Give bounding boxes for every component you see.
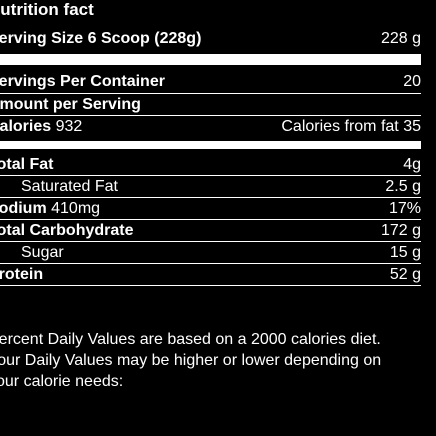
nutrient-value: 4g bbox=[403, 156, 421, 173]
nutrient-row-total-carbohydrate: Total Carbohydrate 172 g bbox=[0, 220, 421, 241]
calories-row: Calories 932 Calories from fat 35 bbox=[0, 116, 421, 138]
serving-size-row: Serving Size 6 Scoop (228g) 228 g bbox=[0, 26, 421, 52]
servings-per-container-label: Servings Per Container bbox=[0, 73, 165, 90]
daily-values-footnote: Percent Daily Values are based on a 2000… bbox=[0, 329, 428, 392]
footnote-line: Percent Daily Values are based on a 2000… bbox=[0, 331, 381, 348]
nutrient-name: Sodium bbox=[0, 200, 47, 217]
amount-per-serving-label: Amount per Serving bbox=[0, 96, 141, 113]
label-title-text: Nutrition fact bbox=[0, 0, 94, 19]
footnote-line: Your Daily Values may be higher or lower… bbox=[0, 352, 382, 369]
calories-from-fat-label: Calories from fat bbox=[281, 118, 399, 135]
divider-thick bbox=[0, 54, 421, 65]
amount-per-serving-row: Amount per Serving bbox=[0, 94, 421, 115]
nutrient-name: Total Fat bbox=[0, 156, 54, 173]
divider-thin bbox=[0, 93, 421, 94]
calories-from-fat-cell: Calories from fat 35 bbox=[281, 116, 421, 138]
nutrient-name: Saturated Fat bbox=[21, 178, 118, 195]
nutrient-value: 15 g bbox=[389, 244, 421, 261]
divider-thin bbox=[0, 175, 421, 176]
nutrient-row-sugar: Sugar 15 g bbox=[0, 242, 421, 263]
serving-size-value: 228 g bbox=[380, 30, 421, 47]
calories-cell: Calories 932 bbox=[0, 116, 82, 138]
nutrient-value: 52 g bbox=[389, 266, 421, 283]
nutrient-row-sodium: Sodium 410mg 17% bbox=[0, 198, 421, 219]
nutrient-row-total-fat: Total Fat 4g bbox=[0, 154, 421, 175]
nutrient-name: Sugar bbox=[21, 244, 64, 261]
nutrient-value: 172 g bbox=[380, 222, 421, 239]
nutrient-row-saturated-fat: Saturated Fat 2.5 g bbox=[0, 176, 421, 197]
servings-per-container-row: Servings Per Container 20 bbox=[0, 70, 421, 93]
nutrient-cell: Sodium 410mg bbox=[0, 198, 100, 219]
nutrient-name: Protein bbox=[0, 266, 44, 283]
divider-thin bbox=[0, 285, 421, 286]
divider-thin bbox=[0, 263, 421, 264]
divider-thin bbox=[0, 219, 421, 220]
calories-from-fat-value: 35 bbox=[403, 118, 421, 135]
nutrition-label: Nutrition fact Serving Size 6 Scoop (228… bbox=[0, 0, 421, 390]
label-title: Nutrition fact bbox=[0, 0, 421, 20]
divider-thin bbox=[0, 197, 421, 198]
nutrient-amount: 410mg bbox=[51, 200, 101, 217]
nutrient-row-protein: Protein 52 g bbox=[0, 264, 421, 285]
serving-size-label: Serving Size 6 Scoop (228g) bbox=[0, 30, 202, 47]
nutrient-value: 17% bbox=[388, 200, 421, 217]
servings-per-container-value: 20 bbox=[403, 73, 421, 90]
divider-thin bbox=[0, 241, 421, 242]
calories-label: Calories bbox=[0, 118, 52, 135]
nutrient-value: 2.5 g bbox=[385, 178, 421, 195]
divider-thin bbox=[0, 115, 421, 116]
footnote-line: your calorie needs: bbox=[0, 373, 124, 390]
calories-value: 932 bbox=[55, 118, 83, 135]
divider-medium bbox=[0, 141, 421, 149]
nutrient-name: Total Carbohydrate bbox=[0, 222, 134, 239]
